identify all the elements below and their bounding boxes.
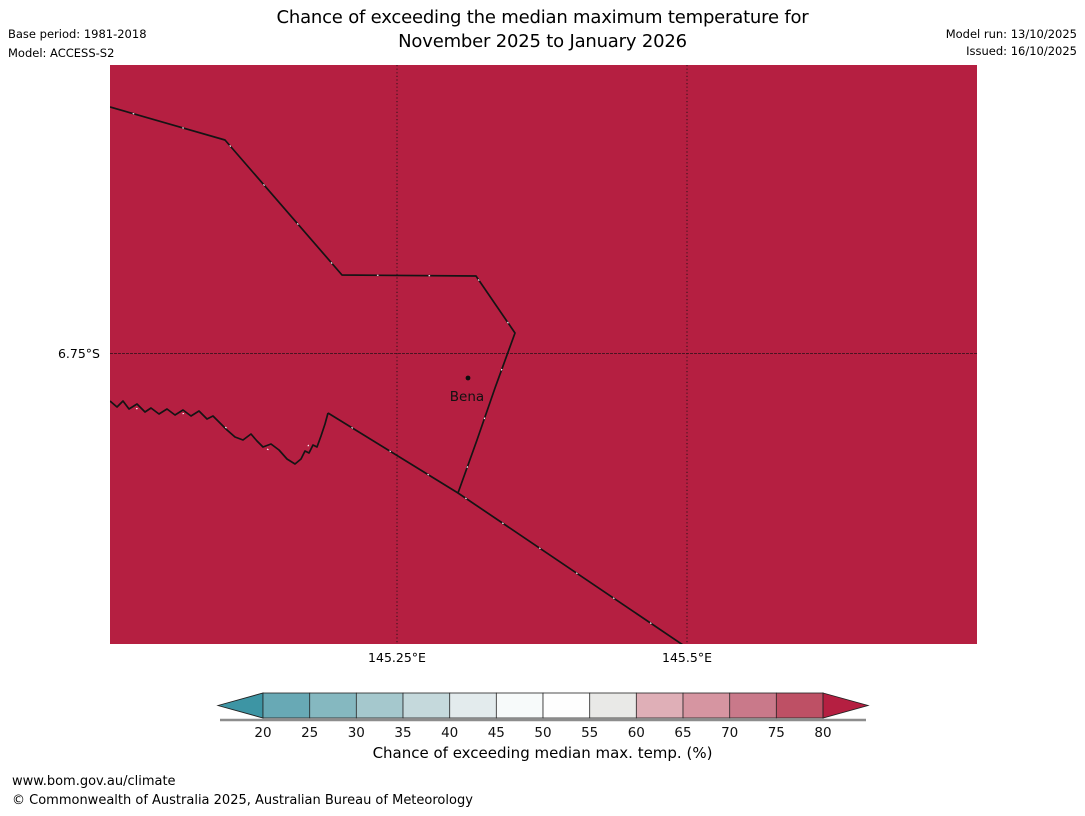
district-boundary-river [110,400,329,465]
colorbar-tick: 25 [301,725,318,741]
forecast-map: Bena [110,65,977,644]
website-text: www.bom.gov.au/climate [12,774,176,789]
colorbar-segment [729,692,778,719]
issued-label: Issued: 16/10/2025 [966,44,1077,58]
colorbar-segment [449,692,498,719]
colorbar-segment [682,692,731,719]
colorbar-tick: 30 [348,725,365,741]
colorbar-segment [495,692,544,719]
place-marker-bena [465,375,471,381]
lon-tick-label-2: 145.5°E [662,650,712,665]
colorbar-tick: 40 [441,725,458,741]
colorbar-segment [542,692,591,719]
colorbar-segment [355,692,404,719]
colorbar-segment [775,692,824,719]
copyright-text: © Commonwealth of Australia 2025, Austra… [12,793,473,808]
colorbar-tick: 70 [721,725,738,741]
map-canvas: Bena [110,65,977,644]
colorbar-segment [402,692,451,719]
colorbar-tick: 65 [674,725,691,741]
colorbar-caption: Chance of exceeding median max. temp. (%… [372,744,713,762]
colorbar-tick: 35 [394,725,411,741]
page-title: Chance of exceeding the median maximum t… [0,6,1085,53]
model-run-label: Model run: 13/10/2025 [945,27,1077,41]
title-line-2: November 2025 to January 2026 [398,30,687,52]
colorbar-arrow-high [822,692,870,719]
colorbar-segment [309,692,358,719]
map-fill [110,65,977,644]
run-info: Model run: 13/10/2025 Issued: 16/10/2025 [946,26,1077,60]
title-line-1: Chance of exceeding the median maximum t… [276,7,809,28]
lon-tick-label-1: 145.25°E [368,650,426,665]
district-boundary-southeast [327,412,684,644]
colorbar-tick: 55 [581,725,598,741]
colorbar: 20 25 30 35 40 45 50 55 60 65 70 75 80 [200,685,890,743]
model-label: Model: ACCESS-S2 [8,45,115,60]
colorbar-tick: 20 [254,725,271,741]
colorbar-tick: 75 [768,725,785,741]
colorbar-segment [635,692,684,719]
district-boundary-north [110,106,516,494]
colorbar-segment [589,692,638,719]
place-label-bena: Bena [450,389,484,405]
colorbar-tick: 50 [534,725,551,741]
colorbar-canvas: 20 25 30 35 40 45 50 55 60 65 70 75 80 [216,692,870,741]
colorbar-tick: 80 [814,725,831,741]
lat-tick-label: 6.75°S [57,346,100,361]
model-info: Base period: 1981-2018 Model: ACCESS-S2 [8,25,147,62]
colorbar-arrow-low [216,692,264,719]
base-period-label: Base period: 1981-2018 [8,27,147,41]
colorbar-tick: 45 [488,725,505,741]
colorbar-tick: 60 [628,725,645,741]
colorbar-segment [262,692,311,719]
